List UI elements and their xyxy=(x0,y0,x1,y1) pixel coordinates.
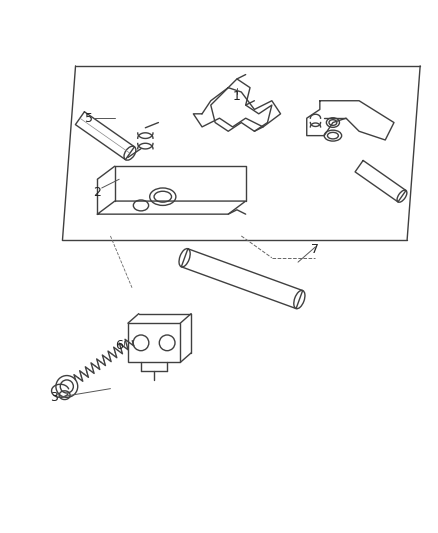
Text: 6: 6 xyxy=(115,338,123,352)
Text: 3: 3 xyxy=(49,391,57,404)
Bar xyxy=(127,323,180,362)
Text: 2: 2 xyxy=(93,186,101,199)
Text: 1: 1 xyxy=(233,90,240,103)
Text: 5: 5 xyxy=(85,112,92,125)
Text: 7: 7 xyxy=(311,243,319,255)
